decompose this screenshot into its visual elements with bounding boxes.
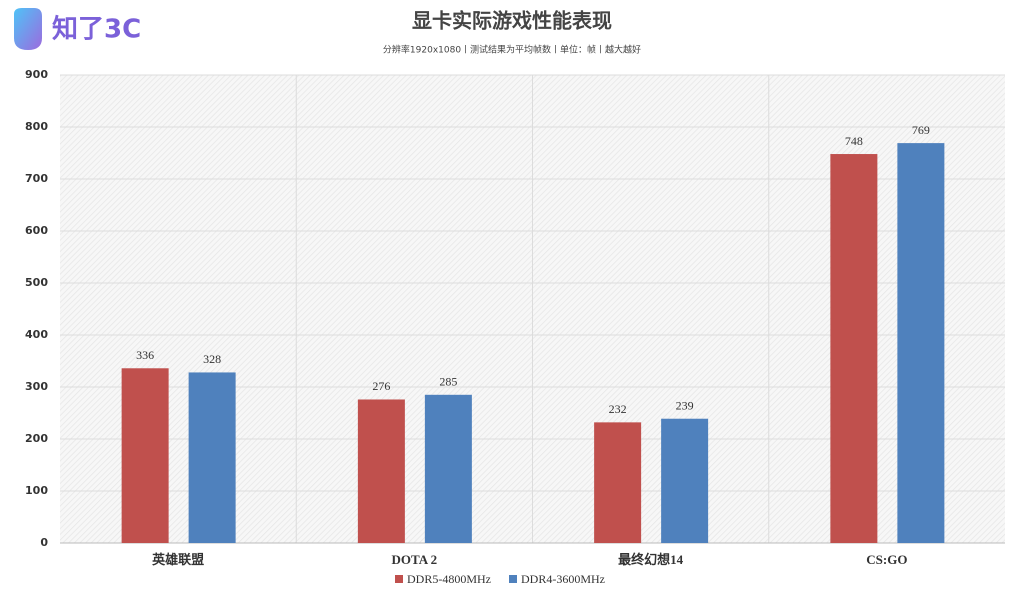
data-label: 239 — [676, 398, 694, 412]
y-tick-label: 600 — [25, 224, 48, 237]
data-label: 276 — [372, 379, 390, 393]
y-tick-label: 500 — [25, 276, 48, 289]
data-label: 285 — [439, 375, 457, 389]
data-label: 748 — [845, 134, 863, 148]
brand: 知了3C — [52, 15, 141, 45]
bar — [897, 143, 945, 543]
chart-title: 显卡实际游戏性能表现 — [412, 9, 612, 33]
x-tick-label: CS:GO — [866, 552, 907, 567]
y-tick-label: 400 — [25, 328, 48, 341]
x-tick-label: DOTA 2 — [392, 552, 438, 567]
data-label: 328 — [203, 352, 221, 366]
data-label: 232 — [609, 402, 627, 416]
bar — [121, 368, 169, 543]
legend-swatch — [395, 575, 403, 583]
data-label: 769 — [912, 123, 930, 137]
logo-icon — [14, 8, 42, 50]
bar — [188, 372, 236, 543]
y-tick-label: 300 — [25, 380, 48, 393]
y-tick-label: 900 — [25, 68, 48, 81]
chart-subtitle: 分辨率1920x1080丨测试结果为平均帧数丨单位：帧丨越大越好 — [383, 44, 641, 56]
bar — [830, 154, 878, 544]
y-tick-label: 200 — [25, 432, 48, 445]
legend-swatch — [509, 575, 517, 583]
y-tick-label: 700 — [25, 172, 48, 185]
x-tick-label: 英雄联盟 — [151, 552, 204, 567]
y-tick-label: 800 — [25, 120, 48, 133]
bar — [424, 394, 472, 543]
legend-label: DDR5-4800MHz — [407, 572, 491, 586]
y-tick-label: 0 — [40, 536, 48, 549]
bar — [357, 399, 405, 543]
data-label: 336 — [136, 348, 154, 362]
legend-label: DDR4-3600MHz — [521, 572, 605, 586]
bar — [661, 418, 709, 543]
y-tick-label: 100 — [25, 484, 48, 497]
bar — [594, 422, 642, 543]
x-tick-label: 最终幻想14 — [618, 552, 684, 567]
